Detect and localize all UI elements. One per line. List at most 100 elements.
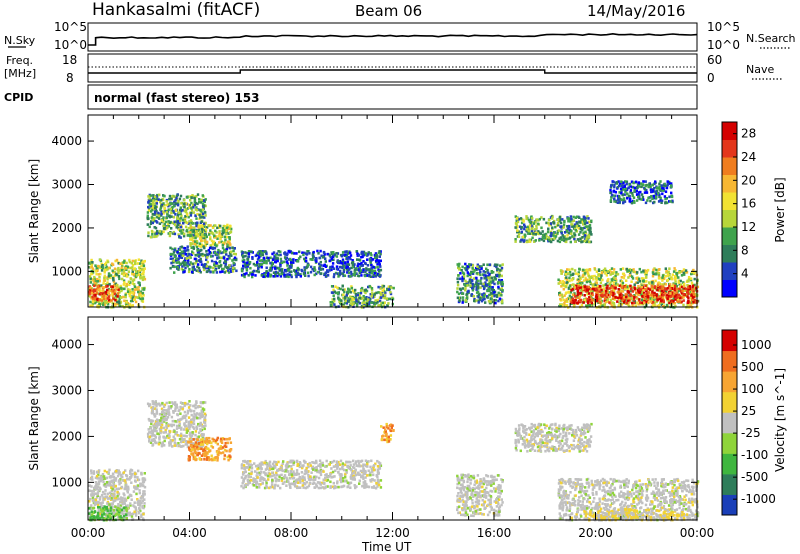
- range-gate-cell: [572, 277, 575, 280]
- range-gate-cell: [193, 257, 197, 261]
- range-gate-cell: [176, 266, 179, 269]
- range-gate-cell: [97, 264, 100, 268]
- range-gate-cell: [515, 217, 519, 220]
- range-gate-cell: [627, 302, 630, 305]
- range-gate-cell: [658, 297, 661, 301]
- range-gate-cell: [123, 493, 126, 497]
- noise-tick-top: 10^5: [54, 20, 87, 34]
- range-gate-cell: [514, 215, 517, 218]
- range-gate-cell: [571, 287, 575, 291]
- range-gate-cell: [266, 274, 270, 277]
- range-gate-cell: [199, 260, 202, 263]
- range-gate-cell: [653, 301, 656, 305]
- range-gate-cell: [165, 216, 168, 220]
- range-gate-cell: [500, 274, 503, 278]
- range-gate-cell: [586, 270, 589, 274]
- range-gate-cell: [576, 222, 579, 225]
- range-gate-cell: [157, 231, 160, 235]
- range-gate-cell: [631, 277, 635, 280]
- range-gate-cell: [629, 189, 633, 192]
- range-gate-cell: [487, 271, 490, 275]
- range-gate-cell: [688, 301, 692, 305]
- range-gate-cell: [138, 281, 141, 285]
- range-gate-cell: [673, 295, 677, 298]
- range-gate-cell: [522, 218, 525, 222]
- range-gate-cell: [479, 286, 482, 289]
- range-gate-cell: [642, 279, 645, 282]
- range-gate-cell: [586, 235, 589, 239]
- range-gate-cell: [640, 283, 643, 286]
- range-gate-cell: [249, 271, 252, 275]
- range-gate-cell: [464, 288, 467, 292]
- range-gate-cell: [366, 258, 369, 261]
- range-gate-cell: [136, 262, 139, 265]
- range-gate-cell: [669, 200, 672, 203]
- range-gate-cell: [651, 271, 655, 274]
- range-gate-cell: [498, 271, 501, 275]
- range-gate-cell: [353, 291, 356, 294]
- range-gate-cell: [619, 292, 623, 295]
- range-gate-cell: [387, 297, 390, 301]
- range-gate-cell: [657, 285, 660, 289]
- range-gate-cell: [582, 231, 585, 235]
- range-gate-cell: [196, 265, 199, 269]
- range-gate-cell: [349, 303, 352, 307]
- range-gate-cell: [347, 287, 350, 291]
- range-gate-cell: [478, 298, 482, 301]
- range-gate-cell: [589, 226, 592, 230]
- range-gate-cell: [294, 273, 297, 276]
- range-gate-cell: [273, 266, 277, 270]
- range-gate-cell: [265, 270, 268, 273]
- range-gate-cell: [637, 293, 641, 297]
- range-gate-cell: [639, 290, 642, 293]
- range-gate-cell: [640, 198, 643, 201]
- range-gate-cell: [167, 225, 171, 228]
- range-gate-cell: [216, 251, 219, 254]
- range-gate-cell: [274, 273, 277, 277]
- range-gate-cell: [160, 212, 163, 216]
- range-gate-cell: [362, 253, 366, 257]
- range-gate-cell: [175, 196, 178, 200]
- range-gate-cell: [626, 197, 629, 200]
- range-gate-cell: [611, 297, 615, 300]
- range-gate-cell: [299, 275, 302, 278]
- range-gate-cell: [150, 220, 153, 223]
- range-gate-cell: [639, 182, 643, 185]
- range-gate-cell: [466, 265, 469, 268]
- range-gate-cell: [603, 289, 606, 293]
- range-gate-cell: [357, 300, 360, 303]
- range-gate-cell: [375, 301, 378, 305]
- range-gate-cell: [622, 300, 626, 304]
- range-gate-cell: [562, 223, 566, 227]
- range-gate-cell: [567, 219, 570, 223]
- range-gate-cell: [126, 290, 130, 293]
- range-gate-cell: [119, 500, 122, 504]
- range-gate-cell: [259, 259, 262, 262]
- range-gate-cell: [95, 500, 98, 504]
- range-gate-cell: [586, 240, 589, 244]
- range-gate-cell: [162, 210, 165, 213]
- range-gate-cell: [182, 250, 185, 254]
- range-gate-cell: [657, 268, 661, 272]
- range-gate-cell: [573, 292, 576, 295]
- range-gate-cell: [271, 252, 274, 256]
- range-gate-cell: [472, 277, 476, 280]
- range-gate-cell: [461, 277, 464, 281]
- range-gate-cell: [320, 267, 323, 271]
- range-gate-cell: [477, 293, 481, 297]
- range-gate-cell: [141, 276, 144, 279]
- range-gate-cell: [143, 485, 147, 489]
- range-gate-cell: [131, 279, 135, 283]
- range-gate-cell: [373, 302, 377, 306]
- range-gate-cell: [149, 204, 153, 208]
- range-gate-cell: [129, 296, 133, 299]
- range-gate-cell: [290, 258, 294, 262]
- freq-left-label: Freq.: [6, 54, 33, 67]
- range-gate-cell: [221, 230, 224, 233]
- range-gate-cell: [222, 256, 226, 260]
- range-gate-cell: [204, 211, 207, 214]
- range-gate-cell: [131, 291, 134, 295]
- range-gate-cell: [669, 290, 672, 293]
- range-gate-cell: [588, 223, 592, 227]
- range-gate-cell: [262, 256, 266, 260]
